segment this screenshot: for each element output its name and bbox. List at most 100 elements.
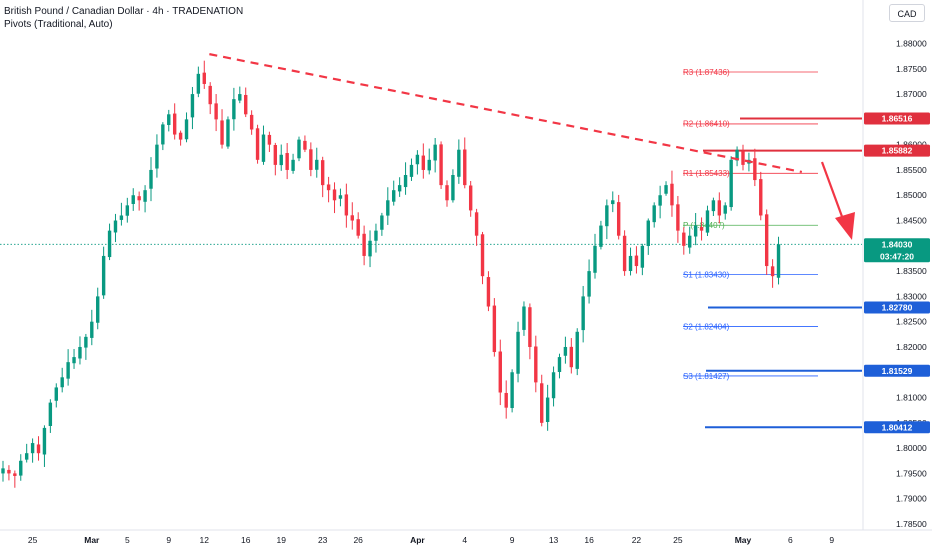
candle-body [551, 372, 556, 399]
candle-body [498, 351, 502, 393]
candle-body [776, 244, 781, 278]
candle-body [72, 357, 76, 364]
candle-body [291, 159, 295, 171]
x-tick-label: 16 [241, 535, 251, 545]
candle-body [575, 331, 579, 369]
candle-body [332, 189, 337, 201]
x-tick-label: 4 [462, 535, 467, 545]
candle-body [13, 473, 17, 476]
level-tag-support-bg [864, 301, 930, 314]
candle-body [468, 185, 473, 211]
candle-body [492, 305, 497, 353]
descending-trendline[interactable] [209, 53, 803, 174]
indicator-label[interactable]: Pivots (Traditional, Auto) [4, 19, 113, 30]
candle-body [1, 468, 5, 474]
level-tag-support: 1.80412 [882, 422, 913, 432]
x-tick-label: Mar [84, 535, 100, 545]
candle-body [344, 194, 349, 216]
symbol-title[interactable]: British Pound / Canadian Dollar · 4h · T… [4, 6, 244, 17]
candle-body [658, 195, 662, 206]
candle-body [545, 397, 550, 422]
candle-body [611, 200, 615, 205]
x-tick-label: 13 [549, 535, 559, 545]
candles [1, 60, 781, 488]
candle-body [90, 321, 94, 338]
candle-body [273, 145, 278, 165]
candle-body [244, 94, 248, 115]
chart-header: British Pound / Canadian Dollar · 4h · T… [4, 5, 243, 31]
candle-body [587, 271, 591, 297]
level-tag-resistance: 1.85882 [882, 146, 913, 156]
y-tick-label: 1.85500 [896, 165, 927, 175]
candle-body [439, 144, 443, 186]
candle-body [249, 114, 254, 130]
y-tick-label: 1.87500 [896, 64, 927, 74]
candle-body [362, 233, 366, 256]
candle-body [297, 139, 301, 159]
candle-body [723, 205, 727, 214]
candle-body [267, 134, 272, 145]
y-tick-label: 1.87000 [896, 89, 927, 99]
trendline[interactable] [209, 53, 803, 174]
candle-body [30, 443, 35, 454]
x-tick-label: 9 [166, 535, 171, 545]
candle-body [172, 113, 177, 135]
level-tag-resistance: 1.86516 [882, 114, 913, 124]
pivot-label-p: P (1.84407) [683, 221, 725, 230]
y-tick-label: 1.88000 [896, 39, 927, 49]
candle-body [48, 402, 53, 426]
candle-body [711, 200, 716, 212]
candle-body [569, 346, 574, 368]
currency-button[interactable]: CAD [889, 4, 925, 22]
x-tick-label: 25 [28, 535, 38, 545]
candle-body [392, 190, 396, 202]
candle-body [480, 234, 485, 277]
candle-body [764, 214, 769, 267]
candle-body [226, 119, 230, 147]
x-tick-label: 26 [353, 535, 363, 545]
candle-body [356, 219, 360, 236]
level-tag-resistance-bg [864, 112, 930, 125]
candle-body [640, 245, 645, 268]
candle-body [84, 336, 88, 348]
candle-body [374, 230, 378, 241]
pivot-label-r3: R3 (1.87436) [683, 68, 730, 77]
candle-body [131, 195, 135, 204]
candle-body [42, 427, 47, 455]
candle-body [78, 346, 82, 359]
time-axis[interactable]: 25 Mar 5 9 12 16 19 23 26 Apr 4 9 13 16 22 25 May 6 9 [0, 529, 932, 545]
candle-body [19, 460, 23, 476]
candle-body [113, 220, 118, 233]
candle-body [255, 128, 260, 160]
candle-body [457, 149, 461, 177]
candle-body [676, 204, 680, 231]
price-tags: 1.86516 1.85882 1.82780 1.81529 1.80412 1.840… [864, 112, 930, 434]
candle-body [66, 362, 70, 379]
candle-body [143, 190, 147, 202]
x-tick-label: 12 [200, 535, 210, 545]
y-tick-label: 1.82500 [896, 317, 927, 327]
candle-body [753, 158, 757, 181]
candle-body [285, 153, 289, 170]
candle-body [557, 357, 562, 372]
y-tick-label: 1.79000 [896, 494, 927, 504]
candle-body [303, 140, 307, 150]
y-tick-label: 1.85000 [896, 190, 927, 200]
candle-body [96, 296, 100, 323]
candle-body [202, 72, 206, 84]
candle-body [196, 73, 201, 94]
price-axis[interactable]: 1.880001.875001.870001.865001.860001.855… [862, 0, 927, 530]
candle-body [101, 255, 106, 296]
candle-body [261, 134, 266, 162]
candle-body [238, 94, 242, 101]
candle-body [190, 94, 195, 118]
candle-body [451, 175, 455, 201]
candle-body [326, 184, 331, 191]
x-tick-label: 9 [829, 535, 834, 545]
y-tick-label: 1.81000 [896, 393, 927, 403]
x-tick-label: 9 [510, 535, 515, 545]
candle-body [445, 185, 449, 201]
candle-body [599, 225, 603, 247]
level-tag-support: 1.82780 [882, 303, 913, 313]
